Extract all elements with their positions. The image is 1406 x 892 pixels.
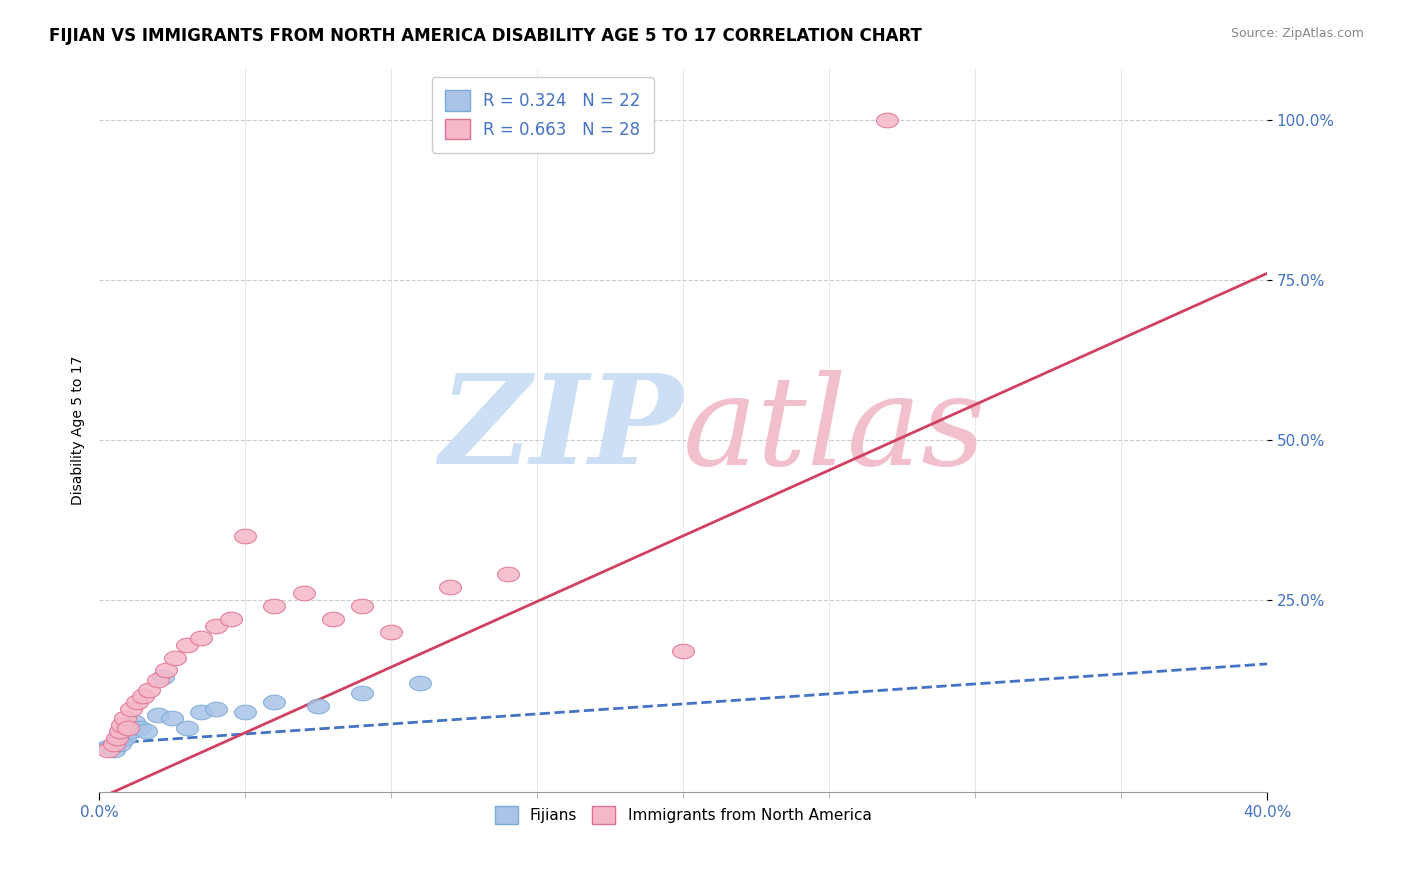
Point bbox=[152, 670, 174, 684]
Point bbox=[120, 724, 142, 739]
Point bbox=[97, 743, 120, 757]
Point bbox=[307, 698, 329, 713]
Point bbox=[111, 727, 134, 741]
Text: Source: ZipAtlas.com: Source: ZipAtlas.com bbox=[1230, 27, 1364, 40]
Point bbox=[672, 644, 695, 658]
Point bbox=[233, 529, 256, 543]
Point bbox=[322, 612, 344, 626]
Point bbox=[233, 705, 256, 719]
Point bbox=[105, 733, 128, 747]
Point bbox=[155, 663, 177, 677]
Point bbox=[146, 673, 169, 687]
Point bbox=[97, 740, 120, 755]
Point bbox=[132, 689, 155, 703]
Point bbox=[163, 650, 186, 665]
Point bbox=[138, 682, 160, 697]
Point bbox=[103, 737, 125, 751]
Text: ZIP: ZIP bbox=[439, 369, 683, 491]
Point bbox=[190, 632, 212, 646]
Point bbox=[146, 708, 169, 723]
Point bbox=[135, 724, 157, 739]
Legend: Fijians, Immigrants from North America: Fijians, Immigrants from North America bbox=[484, 795, 882, 835]
Point bbox=[129, 721, 152, 735]
Point bbox=[108, 737, 131, 751]
Point bbox=[114, 731, 136, 745]
Point bbox=[190, 705, 212, 719]
Point bbox=[127, 695, 149, 709]
Point bbox=[263, 695, 285, 709]
Point bbox=[219, 612, 242, 626]
Point bbox=[117, 721, 139, 735]
Point bbox=[103, 743, 125, 757]
Point bbox=[122, 714, 145, 729]
Point bbox=[111, 717, 134, 731]
Point bbox=[292, 586, 315, 600]
Text: FIJIAN VS IMMIGRANTS FROM NORTH AMERICA DISABILITY AGE 5 TO 17 CORRELATION CHART: FIJIAN VS IMMIGRANTS FROM NORTH AMERICA … bbox=[49, 27, 922, 45]
Point bbox=[409, 676, 432, 690]
Point bbox=[496, 567, 519, 582]
Point bbox=[120, 702, 142, 716]
Point bbox=[350, 686, 373, 700]
Point bbox=[350, 599, 373, 614]
Point bbox=[117, 721, 139, 735]
Point bbox=[876, 112, 898, 127]
Point bbox=[263, 599, 285, 614]
Point bbox=[176, 721, 198, 735]
Point bbox=[205, 702, 228, 716]
Point bbox=[114, 711, 136, 725]
Point bbox=[108, 724, 131, 739]
Point bbox=[205, 618, 228, 632]
Point bbox=[380, 624, 402, 639]
Point bbox=[439, 580, 461, 594]
Y-axis label: Disability Age 5 to 17: Disability Age 5 to 17 bbox=[72, 356, 86, 505]
Point bbox=[176, 638, 198, 652]
Point bbox=[105, 731, 128, 745]
Text: atlas: atlas bbox=[683, 369, 987, 491]
Point bbox=[160, 711, 183, 725]
